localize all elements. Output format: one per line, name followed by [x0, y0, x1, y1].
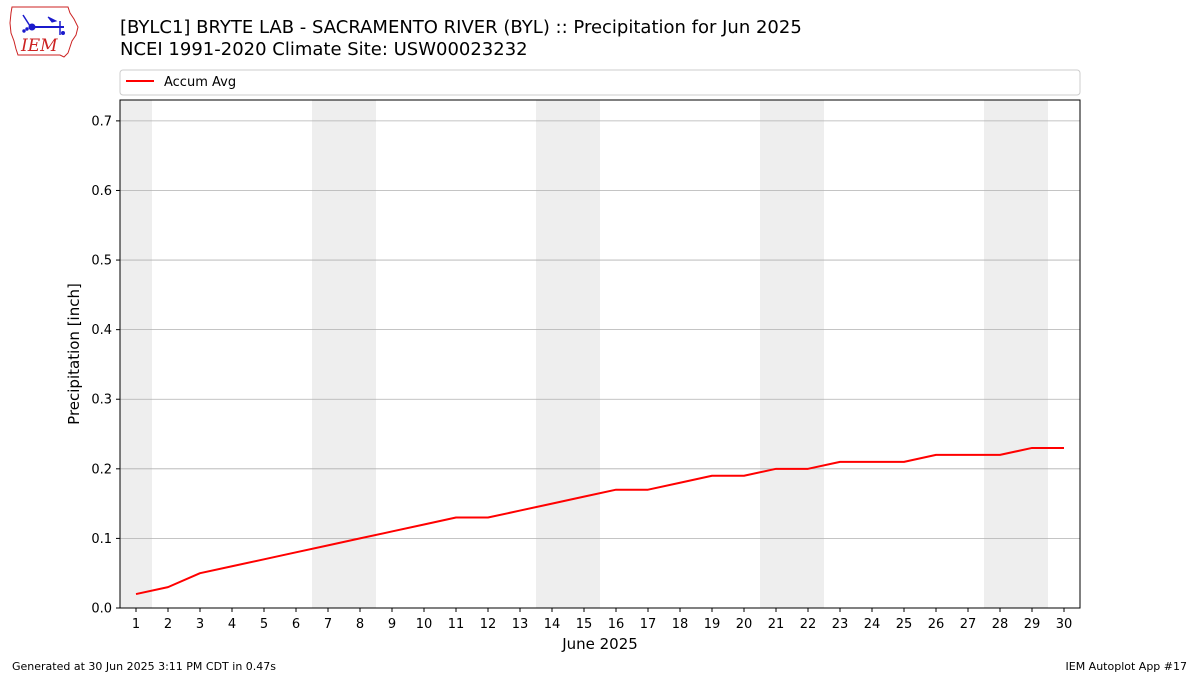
- x-tick-label: 22: [800, 617, 817, 632]
- y-tick-label: 0.6: [91, 184, 112, 199]
- legend-label-accum-avg: Accum Avg: [164, 75, 236, 90]
- y-tick-label: 0.4: [91, 323, 112, 338]
- x-tick-label: 29: [1024, 617, 1041, 632]
- x-tick-label: 27: [960, 617, 977, 632]
- legend: Accum Avg: [119, 69, 1081, 96]
- y-tick-label: 0.7: [91, 114, 112, 129]
- x-tick-label: 4: [228, 617, 236, 632]
- weekend-band: [120, 100, 152, 608]
- y-tick-label: 0.1: [91, 532, 112, 547]
- x-tick-label: 12: [480, 617, 497, 632]
- y-axis-label: Precipitation [inch]: [65, 283, 83, 425]
- x-tick-label: 7: [324, 617, 332, 632]
- logo-text: IEM: [20, 36, 58, 56]
- x-tick-label: 25: [896, 617, 913, 632]
- x-tick-label: 18: [672, 617, 689, 632]
- x-tick-label: 19: [704, 617, 721, 632]
- legend-box: [119, 69, 1081, 96]
- x-tick-label: 10: [416, 617, 433, 632]
- x-tick-label: 20: [736, 617, 753, 632]
- x-tick-label: 24: [864, 617, 881, 632]
- y-tick-label: 0.5: [91, 254, 112, 269]
- y-tick-label: 0.0: [91, 602, 112, 617]
- x-tick-label: 28: [992, 617, 1009, 632]
- generated-timestamp: Generated at 30 Jun 2025 3:11 PM CDT in …: [12, 660, 277, 673]
- iem-logo: IEM: [8, 5, 80, 63]
- x-tick-label: 1: [132, 617, 140, 632]
- weekend-band: [536, 100, 600, 608]
- x-tick-label: 5: [260, 617, 268, 632]
- x-tick-label: 13: [512, 617, 529, 632]
- x-tick-label: 26: [928, 617, 945, 632]
- x-tick-label: 9: [388, 617, 396, 632]
- series-line-accum-avg: [135, 446, 1064, 596]
- weekend-band: [760, 100, 824, 608]
- x-tick-label: 6: [292, 617, 300, 632]
- weekend-band: [312, 100, 376, 608]
- plot-frame: [119, 99, 1081, 609]
- weekend-band: [984, 100, 1048, 608]
- x-tick-label: 2: [164, 617, 172, 632]
- y-tick-label: 0.2: [91, 462, 112, 477]
- x-tick-label: 21: [768, 617, 785, 632]
- x-tick-label: 14: [544, 617, 561, 632]
- state-outline-icon: [9, 6, 79, 58]
- x-tick-label: 30: [1056, 617, 1073, 632]
- x-tick-label: 23: [832, 617, 849, 632]
- x-axis-label: June 2025: [561, 635, 638, 653]
- x-tick-label: 15: [576, 617, 593, 632]
- weather-station-icon: [22, 14, 65, 35]
- x-tick-label: 17: [640, 617, 657, 632]
- x-tick-label: 11: [448, 617, 465, 632]
- chart-title: [BYLC1] BRYTE LAB - SACRAMENTO RIVER (BY…: [120, 17, 802, 38]
- x-tick-label: 3: [196, 617, 204, 632]
- x-tick-label: 16: [608, 617, 625, 632]
- y-tick-label: 0.3: [91, 393, 112, 408]
- chart-subtitle: NCEI 1991-2020 Climate Site: USW00023232: [120, 39, 528, 60]
- x-tick-label: 8: [356, 617, 364, 632]
- autoplot-app-label: IEM Autoplot App #17: [1065, 660, 1188, 673]
